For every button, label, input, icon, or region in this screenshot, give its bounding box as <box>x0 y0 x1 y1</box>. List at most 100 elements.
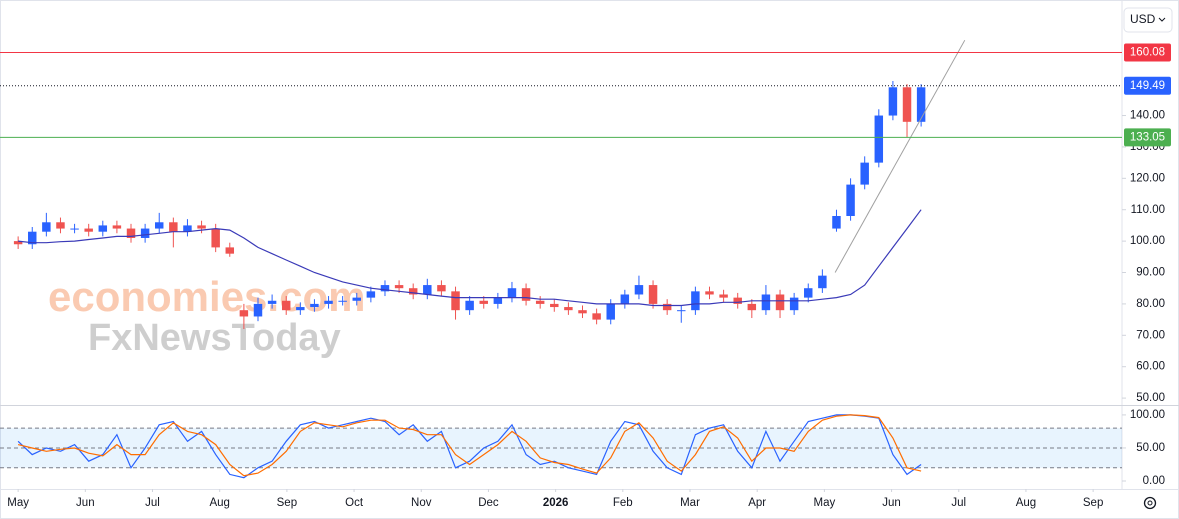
candle-body <box>860 162 869 185</box>
candle-body <box>705 291 714 295</box>
candle-body <box>634 285 644 295</box>
x-tick-label: Sep <box>1083 497 1103 509</box>
candle-body <box>606 303 615 320</box>
x-tick-label: Apr <box>748 497 766 509</box>
x-tick-label: Mar <box>680 497 700 509</box>
candle-body <box>620 294 630 304</box>
candle-body <box>154 222 164 229</box>
candle-body <box>465 300 474 311</box>
x-tick-label: Feb <box>613 497 633 509</box>
currency-box[interactable] <box>1123 7 1173 33</box>
candle-body <box>874 115 884 163</box>
price-label: 160.08 <box>1130 47 1165 59</box>
candle-body <box>521 288 531 301</box>
candle-body <box>13 241 23 245</box>
candle-body <box>888 87 898 116</box>
x-tick-label: Jul <box>951 497 966 509</box>
candle-body <box>479 300 488 304</box>
candle-body <box>324 300 333 304</box>
candle-body <box>296 307 305 311</box>
y-tick-label: 120.00 <box>1130 172 1165 184</box>
candle-body <box>183 225 192 232</box>
x-tick-label: Jun <box>882 497 901 509</box>
candle-body <box>747 303 757 311</box>
watermark-text: FxNewsToday <box>88 317 341 359</box>
x-tick-label: May <box>814 497 836 509</box>
candle-body <box>832 216 841 229</box>
candle-body <box>691 291 700 311</box>
y-tick-label: 0.00 <box>1143 475 1165 487</box>
x-tick-label: Jun <box>76 497 95 509</box>
settings-button[interactable] <box>1143 496 1157 510</box>
x-tick-label: Nov <box>411 497 432 509</box>
moving-average <box>18 209 922 307</box>
candle-body <box>42 222 51 232</box>
watermark: economies.com FxNewsToday <box>48 273 365 359</box>
y-tick-label: 90.00 <box>1136 267 1165 279</box>
y-tick-label: 50.00 <box>1136 392 1165 404</box>
y-tick-label: 100.00 <box>1130 409 1165 421</box>
candle-body <box>564 307 573 311</box>
watermark-text: economies.com <box>48 273 365 320</box>
candle-body <box>84 228 93 232</box>
candle-body <box>662 303 672 311</box>
indicator-line <box>17 414 922 479</box>
candle-body <box>493 297 503 304</box>
candle-body <box>126 228 136 238</box>
price-label-box <box>1124 43 1171 62</box>
x-tick-label: Aug <box>209 497 229 509</box>
price-label: 133.05 <box>1130 131 1165 143</box>
candle-body <box>550 303 559 308</box>
candle-body <box>225 247 235 254</box>
x-tick-label: Dec <box>478 497 499 509</box>
y-tick-label: 70.00 <box>1136 329 1165 341</box>
candle-body <box>98 225 108 232</box>
candle-body <box>916 87 926 122</box>
candle-body <box>253 303 263 317</box>
price-label-box <box>1124 76 1171 95</box>
candle-body <box>648 285 658 304</box>
x-tick-label: 2026 <box>543 497 569 509</box>
indicator-line <box>17 414 922 477</box>
candle-body <box>804 288 813 298</box>
candle-body <box>70 228 79 230</box>
price-label-box <box>1124 128 1171 147</box>
candle-body <box>352 297 361 301</box>
x-tick-label: Aug <box>1016 497 1036 509</box>
currency-label[interactable]: USD <box>1130 12 1156 26</box>
candle-body <box>902 87 912 122</box>
candle-body <box>56 222 65 229</box>
candle-body <box>140 228 150 238</box>
y-tick-label: 110.00 <box>1131 204 1165 216</box>
x-tick-label: Sep <box>277 497 297 509</box>
candle-body <box>507 288 517 298</box>
y-tick-label: 50.00 <box>1136 442 1165 454</box>
gear-hub[interactable] <box>1147 500 1153 506</box>
candle-body <box>239 310 249 317</box>
candle-body <box>281 300 291 311</box>
candle-body <box>846 184 855 216</box>
candle-body <box>169 222 178 232</box>
chevron[interactable] <box>1158 17 1166 22</box>
candle-body <box>818 275 827 289</box>
candle-body <box>408 288 418 295</box>
candle-body <box>394 285 404 289</box>
currency-button[interactable]: USD <box>1123 7 1173 33</box>
trendline <box>834 39 966 273</box>
candle-body <box>112 225 122 229</box>
candle-body <box>338 300 347 302</box>
y-tick-label: 60.00 <box>1136 361 1165 373</box>
x-tick-label: Jul <box>145 497 160 509</box>
candle-body <box>366 291 376 298</box>
y-tick-label: 100.00 <box>1130 235 1165 247</box>
candle-body <box>775 294 785 311</box>
candle-body <box>310 303 319 308</box>
gear-icon[interactable] <box>1143 496 1157 510</box>
x-tick-label: Oct <box>345 497 364 509</box>
candle-body <box>719 294 728 298</box>
candle-body <box>211 228 220 248</box>
y-tick-label: 140.00 <box>1130 110 1165 122</box>
